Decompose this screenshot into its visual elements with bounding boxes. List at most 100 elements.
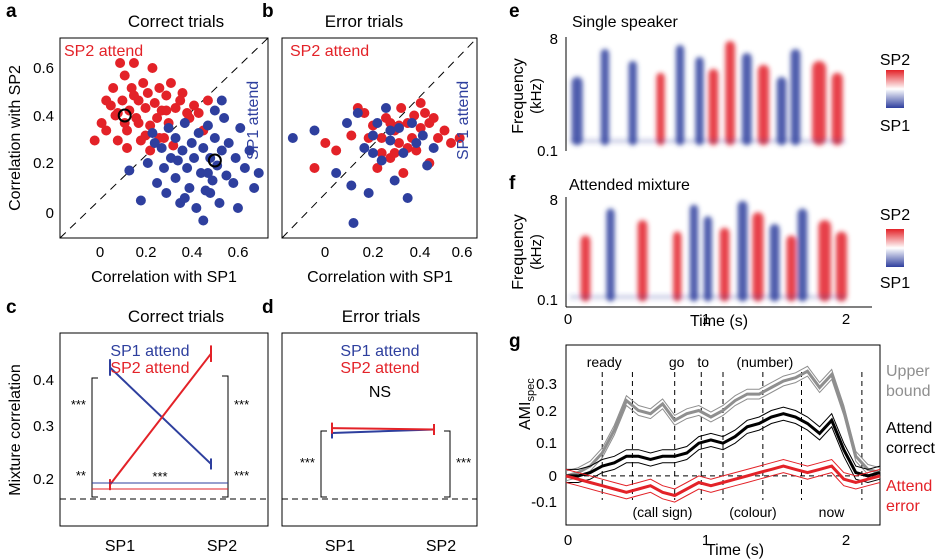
sp2-point [439,125,450,136]
panel-g-xlabel: Time (s) [706,542,764,559]
panel-g-legend-error-1: Attend [886,478,932,495]
panel-b-xtick: 0.4 [410,244,431,261]
sp2-point [170,103,181,113]
panel-d-left-bracket [320,430,327,498]
attend-error-lower-ci [565,472,881,503]
panel-b-xlabel: Correlation with SP1 [307,269,453,286]
sp1-point [202,120,213,131]
panel-a-frame [59,37,269,239]
panel-a-points [89,58,264,226]
sp1-point [195,168,206,178]
panel-d-letter: d [262,297,274,318]
panel-c-xtick: SP2 [207,538,237,555]
low-frequency-band [570,139,846,143]
panel-f: f Attended mixture 8 0.1 Frequency (kHz)… [509,173,910,330]
panel-d-right-bracket [444,430,451,498]
sp1-point [368,148,378,158]
sp1-band [790,48,801,146]
event-marker-label: to [697,354,709,370]
sp1-point [385,125,396,136]
sp2-point [389,148,400,158]
panel-c-xtick: SP1 [105,538,135,555]
sp2-point [154,83,165,93]
highlighted-point [117,108,132,123]
sp1-point [352,108,363,118]
panel-g-ytick: -0.1 [531,494,557,511]
sp2-point [117,95,128,106]
panel-f-cbar-bottom: SP1 [880,275,910,292]
sp1-point [142,158,153,168]
sp1-band [769,223,780,302]
sp2-point [454,133,465,143]
sp1-point [244,145,255,156]
spectrogram-bands [570,200,847,302]
sp2-point [372,163,383,173]
panel-g-ylabel-main: AMI [517,402,534,430]
sp2-point [119,70,130,81]
sp2-point [193,108,204,118]
panel-g-letter: g [509,331,521,352]
sp2-band [725,40,735,146]
sp2-point [89,135,100,146]
sp2-point [446,138,456,148]
panel-f-ytick-top: 8 [550,192,558,209]
panel-e: e Single speaker 8 0.1 Frequency (kHz) S… [509,1,910,160]
sp2-band [708,68,719,146]
sp2-point [133,118,144,128]
panel-f-ytick-bottom: 0.1 [537,292,558,309]
sp2-point [101,125,112,136]
panel-e-spectrogram [570,40,846,146]
panel-c-letter: c [6,297,17,318]
panel-b-frame [281,37,478,239]
sp1-point [348,218,359,228]
sp1-band [675,44,685,146]
sp2-point [145,120,156,131]
panel-a-ytick: 0 [46,205,54,222]
panel-c-title: Correct trials [128,307,224,326]
sp2-point [122,125,133,136]
panel-b-xticks: 0 0.2 0.4 0.6 [321,244,473,261]
panel-a-sp1-label: SP1 attend [245,81,262,160]
panel-b-xtick: 0 [321,244,329,261]
sp2-point [376,148,387,158]
upper-bound-lower-ci [565,375,881,482]
sp2-band [786,235,797,302]
sp2-point [101,95,112,106]
sp1-point [359,143,370,153]
panel-a-yticks: 0 0.2 0.4 0.6 [33,60,54,222]
sp1-point [216,145,227,156]
attend-correct-lower-ci [566,419,881,484]
sp1-point [179,118,190,128]
sp2-point [409,110,420,121]
panel-g-legend-correct-1: Attend [886,420,932,437]
sp2-point [309,163,320,173]
panel-d-lines [331,422,435,439]
sp2-band [673,231,682,302]
event-marker-label: ready [587,354,622,370]
sp1-band [606,208,615,302]
panel-g-ytick: 0.2 [536,403,557,420]
sp2-point [385,118,396,128]
panel-a-xtick: 0.4 [182,244,203,261]
sp1-point [207,175,218,186]
panel-f-xlabel: Time (s) [690,313,748,330]
sp2-point [96,118,107,128]
sp1-point [198,143,209,153]
sp1-point [235,123,246,133]
panel-a-xtick: 0 [96,244,104,261]
panel-f-ylabel: Frequency [510,214,527,290]
sp2-band [580,235,591,302]
sp1-point [214,198,225,208]
sp1-point [182,163,193,173]
sp1-point [342,118,352,128]
event-marker-label: (call sign) [632,504,692,520]
panel-e-colorbar [886,70,904,108]
sp1-point [135,195,146,206]
sp1-point [223,138,234,148]
panel-a-xtick: 0.2 [136,244,157,261]
sp1-point [417,130,428,141]
panel-c-star-right-top: *** [234,397,249,412]
panel-a-ytick: 0.4 [33,108,54,125]
sp1-point [363,188,374,198]
sp2-band [757,64,770,146]
